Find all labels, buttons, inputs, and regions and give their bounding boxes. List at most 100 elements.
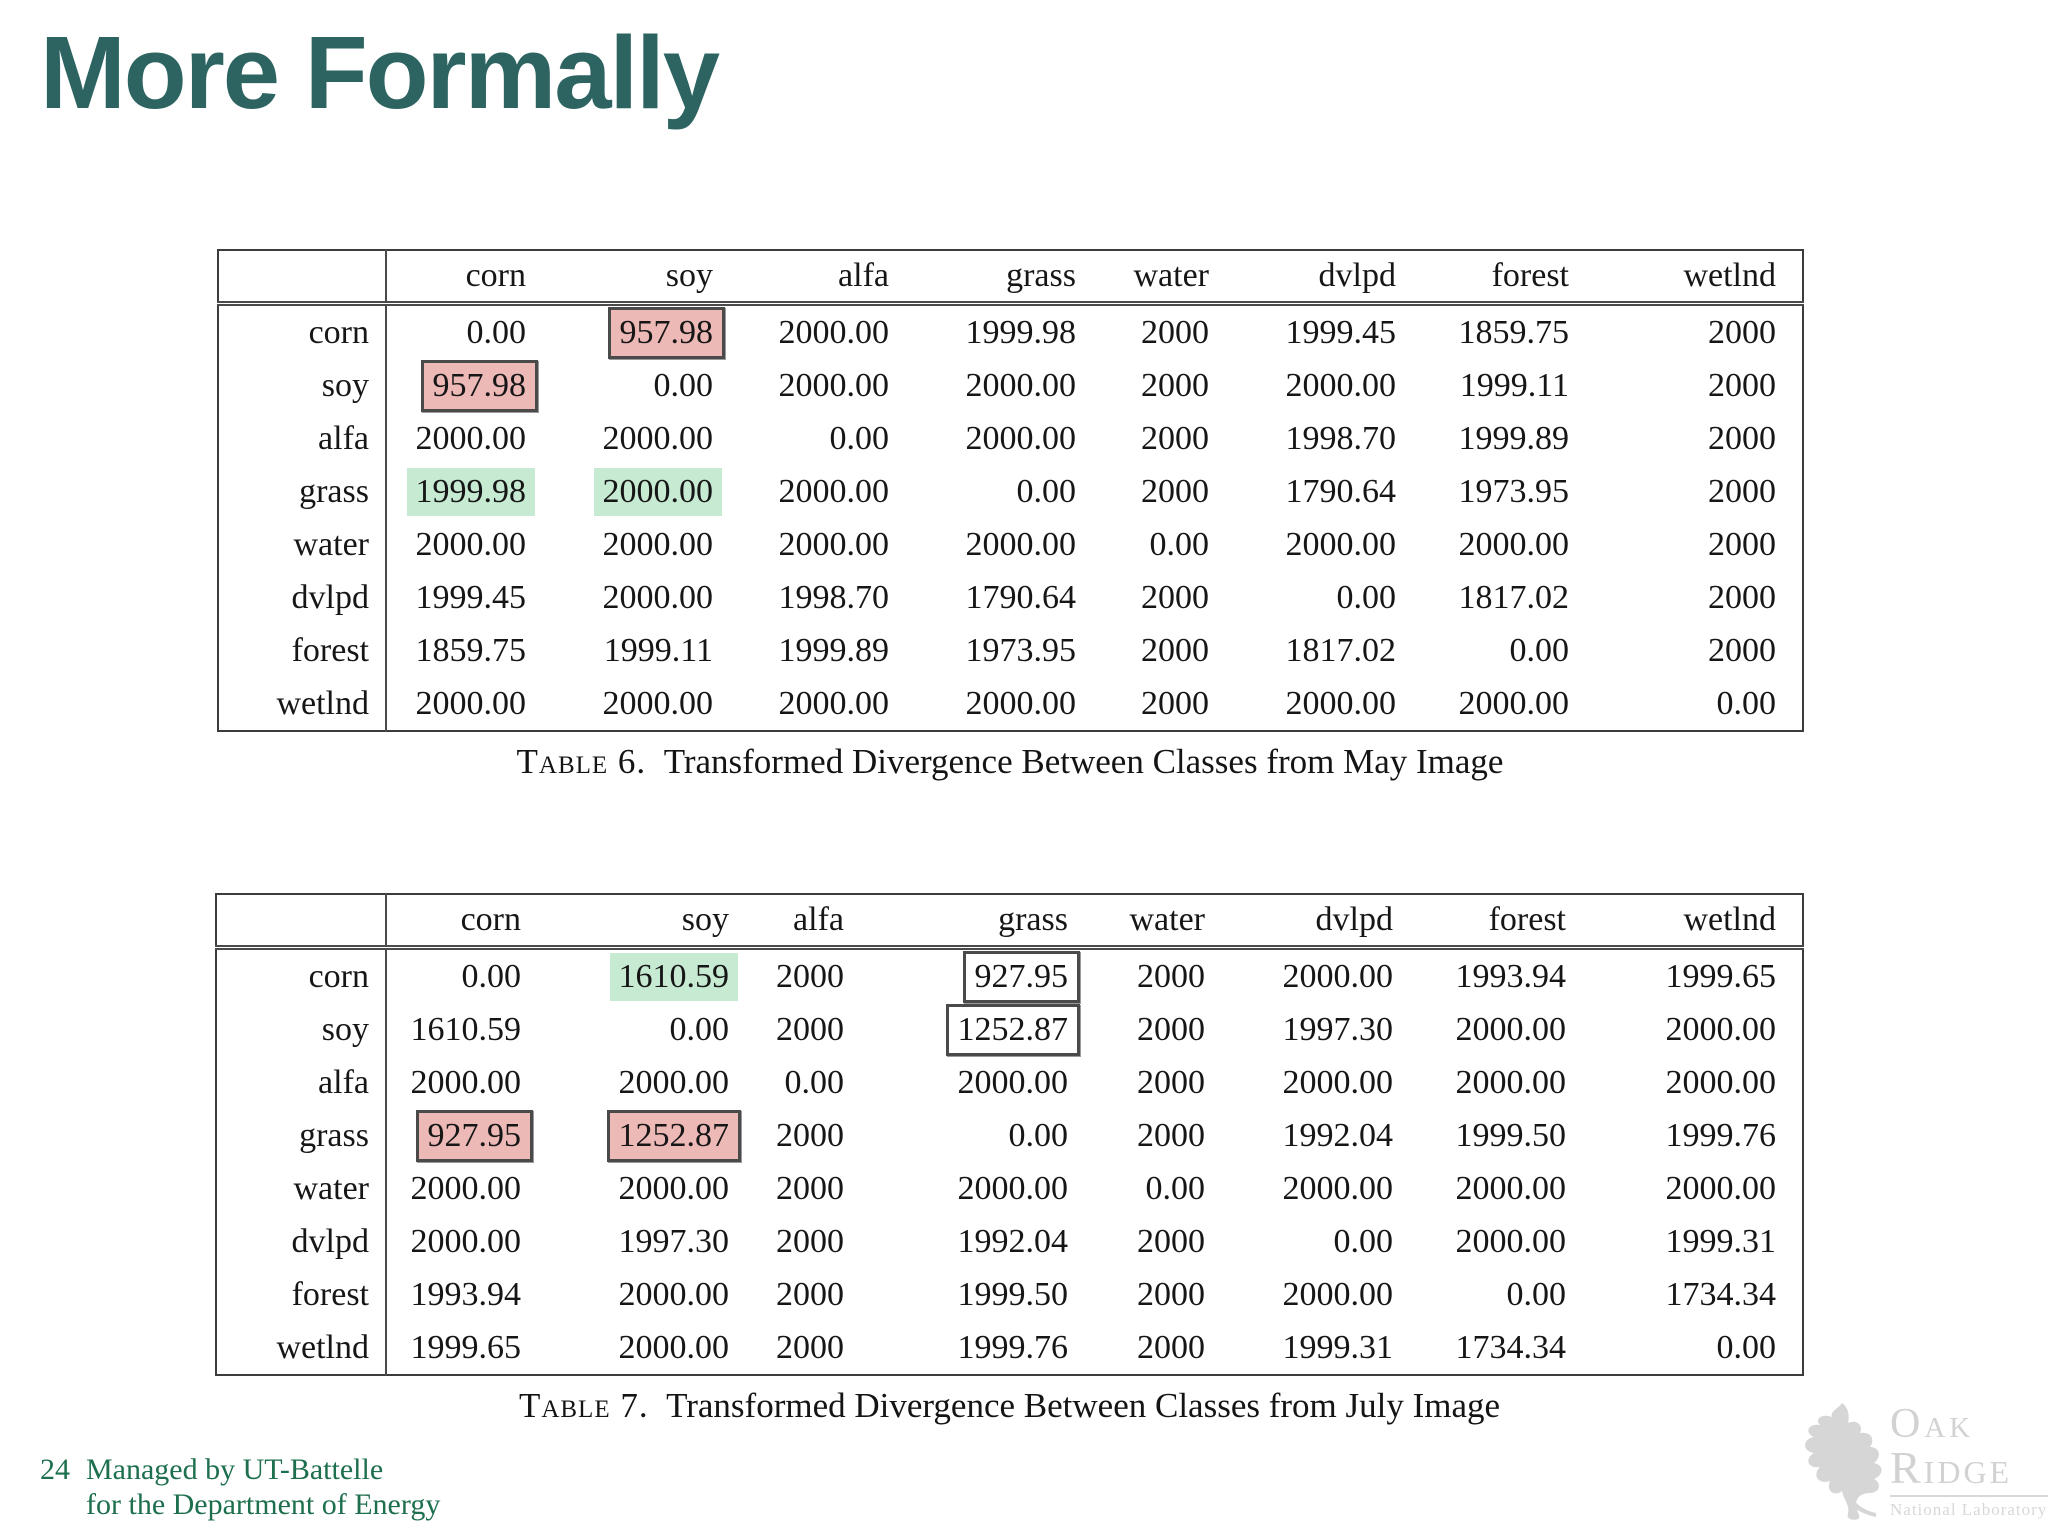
cell-value: 2000.00 [1458, 684, 1570, 722]
table-cell: 0.00 [1592, 1321, 1803, 1375]
cell-value: 0.00 [1149, 525, 1210, 563]
cell-value: 2000 [1708, 578, 1776, 616]
table-cell: 0.00 [386, 948, 547, 1004]
row-label: forest [218, 624, 387, 677]
table-cell: 2000 [1595, 412, 1803, 465]
cell-value: 1993.94 [410, 1275, 522, 1313]
column-header: soy [547, 894, 755, 950]
cell-value: 2000.00 [602, 578, 714, 616]
table-cell: 1859.75 [1422, 304, 1595, 360]
table-cell: 2000 [1094, 1056, 1231, 1109]
table-cell: 1999.45 [1235, 304, 1422, 360]
table-cell: 2000.00 [915, 412, 1102, 465]
table-cell: 2000 [755, 1109, 870, 1162]
cell-value: 1859.75 [1458, 313, 1570, 351]
table-cell: 2000.00 [552, 677, 739, 731]
cell-value: 2000 [1141, 472, 1209, 510]
cell-value: 2000.00 [602, 419, 714, 457]
highlighted-cell-value: 1610.59 [609, 952, 738, 1001]
cell-value: 1998.70 [1285, 419, 1397, 457]
table-cell: 2000.00 [1592, 1162, 1803, 1215]
table-cell: 2000.00 [386, 1215, 547, 1268]
cell-value: 2000 [1708, 525, 1776, 563]
table-cell: 2000.00 [1592, 1056, 1803, 1109]
table-cell: 2000.00 [870, 1056, 1094, 1109]
highlighted-cell-value: 1252.87 [945, 1003, 1080, 1056]
corner-cell [218, 250, 387, 306]
table-cell: 1999.50 [870, 1268, 1094, 1321]
table-cell: 1997.30 [1231, 1003, 1419, 1056]
table-row: alfa 2000.00 2000.00 0.00 2000.00 2000 2000.00… [216, 1056, 1803, 1109]
table-cell: 0.00 [915, 465, 1102, 518]
cell-value: 2000.00 [410, 1169, 522, 1207]
cell-value: 2000.00 [1282, 1063, 1394, 1101]
column-header: wetlnd [1592, 894, 1803, 950]
cell-value: 1999.11 [603, 631, 713, 669]
cell-value: 2000.00 [1665, 1169, 1777, 1207]
table-cell: 2000.00 [1419, 1215, 1592, 1268]
column-header: forest [1422, 250, 1595, 306]
cell-value: 2000.00 [410, 1222, 522, 1260]
highlighted-cell-value: 1999.98 [406, 467, 535, 516]
cell-value: 0.00 [1145, 1169, 1206, 1207]
table-cell: 2000 [1094, 1109, 1231, 1162]
cell-value: 1999.50 [1455, 1116, 1567, 1154]
divergence-table-may: corn soy alfa grass water dvlpd forest wetlnd co… [217, 249, 1804, 732]
column-header: forest [1419, 894, 1592, 950]
table-cell: 2000.00 [1231, 948, 1419, 1004]
cell-value: 2000.00 [1455, 1010, 1567, 1048]
highlighted-cell-value: 927.95 [415, 1109, 533, 1162]
table-cell: 2000 [1595, 624, 1803, 677]
table-row: dvlpd 2000.00 1997.30 2000 1992.04 2000 0.00 20… [216, 1215, 1803, 1268]
table-cell: 1973.95 [915, 624, 1102, 677]
table-cell: 2000.00 [386, 412, 552, 465]
table-row: dvlpd 1999.45 2000.00 1998.70 1790.64 2000 0.0… [218, 571, 1803, 624]
table-row: forest 1993.94 2000.00 2000 1999.50 2000 2000.… [216, 1268, 1803, 1321]
caption-text-may: Transformed Divergence Between Classes f… [663, 742, 1504, 781]
cell-value: 2000.00 [1665, 1063, 1777, 1101]
column-header: dvlpd [1231, 894, 1419, 950]
table-row: wetlnd 2000.00 2000.00 2000.00 2000.00 2000 20… [218, 677, 1803, 731]
logo-word-oak: Oak [1890, 1401, 1975, 1447]
cell-value: 2000 [776, 1222, 844, 1260]
oak-leaf-icon [1800, 1401, 1886, 1528]
column-header: dvlpd [1235, 250, 1422, 306]
table-cell: 2000 [755, 1268, 870, 1321]
row-label: dvlpd [218, 571, 387, 624]
cell-value: 2000.00 [1282, 957, 1394, 995]
table-cell: 927.95 [870, 948, 1094, 1004]
cell-value: 2000.00 [618, 1328, 730, 1366]
table-cell: 1999.31 [1231, 1321, 1419, 1375]
column-header: water [1102, 250, 1235, 306]
table-cell: 2000.00 [915, 518, 1102, 571]
cell-value: 0.00 [1716, 1328, 1777, 1366]
cell-value: 2000 [776, 1328, 844, 1366]
table-cell: 1610.59 [386, 1003, 547, 1056]
cell-value: 0.00 [653, 366, 714, 404]
cell-value: 2000.00 [618, 1063, 730, 1101]
row-label: soy [216, 1003, 387, 1056]
table-cell: 2000.00 [1235, 677, 1422, 731]
cell-value: 2000.00 [1285, 366, 1397, 404]
row-label: soy [218, 359, 387, 412]
cell-value: 1999.11 [1459, 366, 1569, 404]
cell-value: 2000 [776, 1010, 844, 1048]
table-cell: 2000.00 [870, 1162, 1094, 1215]
table-cell: 2000 [1595, 304, 1803, 360]
cell-value: 2000 [1137, 1222, 1205, 1260]
page-number: 24 [40, 1453, 70, 1486]
row-label: wetlnd [218, 677, 387, 731]
table-cell: 0.00 [1419, 1268, 1592, 1321]
table-cell: 2000 [755, 1162, 870, 1215]
table-cell: 0.00 [1231, 1215, 1419, 1268]
cell-value: 1999.76 [957, 1328, 1069, 1366]
table-cell: 2000.00 [386, 518, 552, 571]
table-cell: 2000.00 [1231, 1056, 1419, 1109]
logo-wordmark: Oak Ridge National Laboratory [1890, 1401, 2048, 1520]
cell-value: 0.00 [461, 957, 522, 995]
table-cell: 1992.04 [870, 1215, 1094, 1268]
caption-text [655, 742, 664, 781]
table-cell: 1999.89 [739, 624, 915, 677]
footer-line-1: Managed by UT-Battelle [86, 1453, 384, 1486]
table-cell: 0.00 [547, 1003, 755, 1056]
